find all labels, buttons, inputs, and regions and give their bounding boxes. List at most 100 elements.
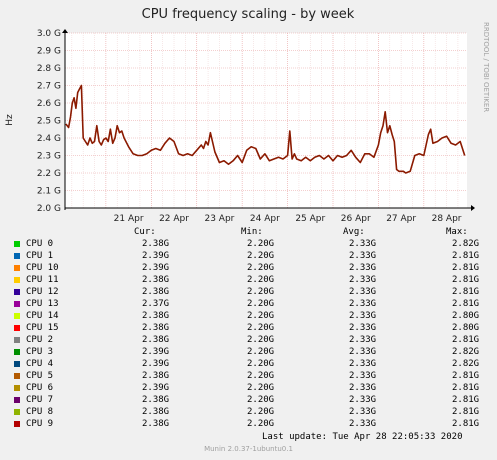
legend-cur: 2.38G bbox=[142, 371, 170, 381]
legend-max: 2.81G bbox=[452, 371, 480, 381]
legend-row: CPU 5 2.38G 2.20G 2.33G 2.81G bbox=[14, 370, 486, 382]
legend-cur: 2.38G bbox=[142, 335, 170, 345]
legend-series-name: CPU 7 bbox=[26, 395, 54, 405]
x-tick-label: 21 Apr bbox=[114, 214, 144, 224]
legend-avg: 2.33G bbox=[349, 395, 377, 405]
legend-cur: 2.38G bbox=[142, 407, 170, 417]
legend-swatch bbox=[14, 409, 20, 415]
legend-row: CPU 6 2.39G 2.20G 2.33G 2.81G bbox=[14, 382, 486, 394]
y-tick-label: 2.5 G bbox=[37, 117, 61, 127]
legend-min: 2.20G bbox=[247, 335, 275, 345]
legend-avg: 2.33G bbox=[349, 347, 377, 357]
legend-row: CPU 12 2.38G 2.20G 2.33G 2.81G bbox=[14, 286, 486, 298]
legend-avg: 2.33G bbox=[349, 239, 377, 249]
legend-avg: 2.33G bbox=[349, 335, 377, 345]
legend-max: 2.81G bbox=[452, 383, 480, 393]
legend-min: 2.20G bbox=[247, 275, 275, 285]
legend-max: 2.81G bbox=[452, 275, 480, 285]
legend-min: 2.20G bbox=[247, 407, 275, 417]
header-avg: Avg: bbox=[343, 227, 365, 237]
legend-avg: 2.33G bbox=[349, 299, 377, 309]
legend-min: 2.20G bbox=[247, 323, 275, 333]
legend-cur: 2.39G bbox=[142, 263, 170, 273]
y-tick-label: 2.0 G bbox=[37, 204, 61, 214]
legend-swatch bbox=[14, 373, 20, 379]
legend-swatch bbox=[14, 313, 20, 319]
legend-min: 2.20G bbox=[247, 287, 275, 297]
y-tick-label: 2.2 G bbox=[37, 169, 61, 179]
legend-max: 2.81G bbox=[452, 263, 480, 273]
legend-swatch bbox=[14, 325, 20, 331]
legend-max: 2.80G bbox=[452, 323, 480, 333]
legend-cur: 2.39G bbox=[142, 383, 170, 393]
legend-series-name: CPU 8 bbox=[26, 407, 54, 417]
legend-series-name: CPU 3 bbox=[26, 347, 54, 357]
legend-row: CPU 9 2.38G 2.20G 2.33G 2.81G bbox=[14, 418, 486, 430]
x-tick-label: 27 Apr bbox=[386, 214, 416, 224]
legend-min: 2.20G bbox=[247, 347, 275, 357]
legend-series-name: CPU 6 bbox=[26, 383, 54, 393]
munin-version: Munin 2.0.37-1ubuntu0.1 bbox=[204, 445, 293, 453]
legend-swatch bbox=[14, 265, 20, 271]
legend-min: 2.20G bbox=[247, 359, 275, 369]
legend-series-name: CPU 12 bbox=[26, 287, 59, 297]
legend-swatch bbox=[14, 361, 20, 367]
legend-series-name: CPU 2 bbox=[26, 335, 54, 345]
legend-swatch bbox=[14, 397, 20, 403]
x-tick-label: 24 Apr bbox=[250, 214, 280, 224]
legend-series-name: CPU 11 bbox=[26, 275, 59, 285]
legend-series-name: CPU 4 bbox=[26, 359, 54, 369]
x-tick-label: 26 Apr bbox=[341, 214, 371, 224]
legend-cur: 2.38G bbox=[142, 311, 170, 321]
legend-avg: 2.33G bbox=[349, 407, 377, 417]
legend-avg: 2.33G bbox=[349, 275, 377, 285]
legend-min: 2.20G bbox=[247, 263, 275, 273]
legend-series-name: CPU 0 bbox=[26, 239, 54, 249]
legend-cur: 2.38G bbox=[142, 239, 170, 249]
header-max: Max: bbox=[446, 227, 468, 237]
legend-row: CPU 2 2.38G 2.20G 2.33G 2.81G bbox=[14, 334, 486, 346]
legend-swatch bbox=[14, 385, 20, 391]
legend-max: 2.81G bbox=[452, 287, 480, 297]
y-tick-label: 2.7 G bbox=[37, 82, 61, 92]
legend-min: 2.20G bbox=[247, 419, 275, 429]
legend-cur: 2.39G bbox=[142, 359, 170, 369]
legend-series-name: CPU 15 bbox=[26, 323, 59, 333]
legend-avg: 2.33G bbox=[349, 323, 377, 333]
x-tick-label: 23 Apr bbox=[204, 214, 234, 224]
legend-row: CPU 11 2.38G 2.20G 2.33G 2.81G bbox=[14, 274, 486, 286]
legend-avg: 2.33G bbox=[349, 371, 377, 381]
legend-min: 2.20G bbox=[247, 371, 275, 381]
legend-row: CPU 14 2.38G 2.20G 2.33G 2.80G bbox=[14, 310, 486, 322]
legend-row: CPU 13 2.37G 2.20G 2.33G 2.81G bbox=[14, 298, 486, 310]
legend-header: Cur: Min: Avg: Max: bbox=[14, 226, 486, 238]
legend-cur: 2.38G bbox=[142, 275, 170, 285]
legend-avg: 2.33G bbox=[349, 383, 377, 393]
legend-cur: 2.38G bbox=[142, 323, 170, 333]
y-axis-arrow bbox=[62, 29, 68, 33]
legend-row: CPU 0 2.38G 2.20G 2.33G 2.82G bbox=[14, 238, 486, 250]
legend-cur: 2.37G bbox=[142, 299, 170, 309]
legend-avg: 2.33G bbox=[349, 359, 377, 369]
legend-avg: 2.33G bbox=[349, 287, 377, 297]
legend-avg: 2.33G bbox=[349, 263, 377, 273]
y-tick-label: 2.1 G bbox=[37, 187, 61, 197]
legend-cur: 2.38G bbox=[142, 395, 170, 405]
legend-min: 2.20G bbox=[247, 395, 275, 405]
legend-series-name: CPU 10 bbox=[26, 263, 59, 273]
x-axis-arrow bbox=[471, 205, 475, 211]
y-tick-label: 3.0 G bbox=[37, 29, 61, 39]
legend-avg: 2.33G bbox=[349, 251, 377, 261]
legend-min: 2.20G bbox=[247, 383, 275, 393]
legend-swatch bbox=[14, 349, 20, 355]
legend-cur: 2.38G bbox=[142, 287, 170, 297]
legend-max: 2.81G bbox=[452, 251, 480, 261]
legend-swatch bbox=[14, 253, 20, 259]
legend-series-name: CPU 5 bbox=[26, 371, 54, 381]
legend-avg: 2.33G bbox=[349, 419, 377, 429]
header-min: Min: bbox=[241, 227, 263, 237]
legend-row: CPU 8 2.38G 2.20G 2.33G 2.81G bbox=[14, 406, 486, 418]
legend-swatch bbox=[14, 421, 20, 427]
legend-min: 2.20G bbox=[247, 311, 275, 321]
